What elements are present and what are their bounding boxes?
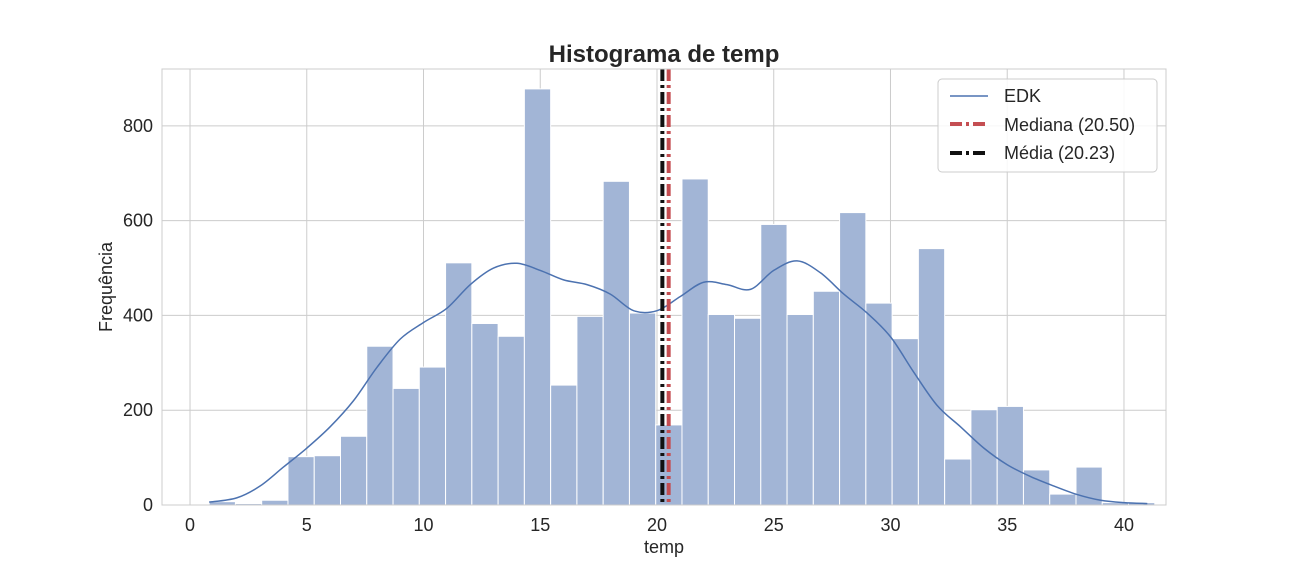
legend: EDK Mediana (20.50) Média (20.23) <box>937 78 1158 173</box>
histogram-bar <box>628 312 657 506</box>
histogram-bar <box>445 262 473 506</box>
x-tick-label: 35 <box>997 515 1017 535</box>
plot-frame <box>161 68 1167 506</box>
kde-line <box>209 260 1148 505</box>
y-tick-label: 200 <box>123 400 153 420</box>
y-tick-labels: 0 200 400 600 800 <box>123 116 153 515</box>
histogram-bar <box>786 313 814 506</box>
x-tick-labels: 0 5 10 15 20 25 30 35 40 <box>185 515 1134 535</box>
histogram-bar <box>1075 466 1103 506</box>
histogram-bar <box>734 317 762 506</box>
histogram-bar <box>392 387 420 506</box>
x-tick-label: 30 <box>880 515 900 535</box>
histogram-bar <box>261 499 289 506</box>
x-tick-label: 10 <box>413 515 433 535</box>
histogram-bar <box>812 290 841 506</box>
y-tick-label: 0 <box>143 495 153 515</box>
x-tick-label: 25 <box>764 515 784 535</box>
y-axis-label: Frequência <box>96 241 116 332</box>
histogram-bar <box>497 335 525 506</box>
histogram-bar <box>707 313 736 506</box>
reference-lines <box>660 69 671 505</box>
histogram-bar <box>681 178 709 506</box>
histogram-bar <box>287 456 315 506</box>
legend-mean-label: Média (20.23) <box>1004 143 1115 163</box>
x-tick-label: 0 <box>185 515 195 535</box>
histogram-bar <box>366 345 394 506</box>
histogram-bar <box>760 223 788 506</box>
legend-box <box>937 78 1158 173</box>
x-tick-label: 5 <box>302 515 312 535</box>
histogram-bar <box>313 455 342 506</box>
histogram-bar <box>340 435 368 506</box>
histogram-bar <box>523 88 552 506</box>
histogram-bar <box>1049 493 1077 506</box>
x-tick-label: 40 <box>1114 515 1134 535</box>
histogram-bar <box>996 405 1024 506</box>
y-tick-label: 600 <box>123 211 153 231</box>
y-tick-label: 400 <box>123 305 153 325</box>
chart-title: Histograma de temp <box>549 41 780 68</box>
histogram-bar <box>970 409 998 506</box>
histogram-bar <box>418 366 447 506</box>
legend-median-label: Mediana (20.50) <box>1004 115 1135 135</box>
histogram-bar <box>865 302 893 506</box>
histogram-bar <box>550 384 578 506</box>
y-tick-label: 800 <box>123 116 153 136</box>
histogram-bar <box>891 338 919 506</box>
x-tick-label: 20 <box>647 515 667 535</box>
histogram-bar <box>471 322 499 506</box>
histogram-bar <box>944 458 972 506</box>
x-tick-label: 15 <box>530 515 550 535</box>
legend-kde-label: EDK <box>1004 86 1041 106</box>
histogram-bar <box>917 248 946 506</box>
histogram-bar <box>576 315 604 506</box>
histogram-bar <box>839 212 867 506</box>
histogram-bars <box>208 88 1156 506</box>
kde-layer <box>209 260 1148 505</box>
histogram-bar <box>602 180 630 506</box>
x-axis-label: temp <box>644 537 684 557</box>
